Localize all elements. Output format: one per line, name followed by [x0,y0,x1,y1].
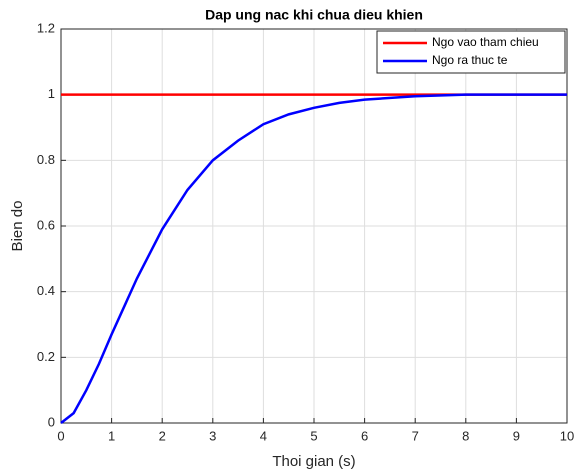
x-tick-label: 4 [260,428,267,443]
x-tick-label: 3 [209,428,216,443]
data-line [60,93,567,424]
legend-label: Ngo vao tham chieu [432,35,539,49]
x-tick-label: 0 [57,428,64,443]
x-tick-label: 2 [159,428,166,443]
x-tick-label: 8 [462,428,469,443]
chart-title: Dap ung nac khi chua dieu khien [205,7,423,23]
y-tick-label: 0.6 [37,217,55,232]
legend-label: Ngo ra thuc te [432,53,508,67]
y-tick-label: 0.2 [37,349,55,364]
plot-frame [60,28,568,424]
x-tick-label: 7 [412,428,419,443]
y-tick-label: 0.8 [37,152,55,167]
y-axis-label: Bien do [9,201,26,252]
x-axis-label: Thoi gian (s) [272,453,355,470]
x-tick-label: 9 [513,428,520,443]
legend-box [376,30,566,74]
x-tick-label: 6 [361,428,368,443]
x-tick-label: 1 [108,428,115,443]
x-tick-label: 10 [560,428,574,443]
y-tick-label: 1.2 [37,20,55,35]
y-tick-label: 1 [48,86,55,101]
x-tick-label: 5 [310,428,317,443]
y-tick-label: 0 [48,414,55,429]
y-tick-label: 0.4 [37,283,55,298]
